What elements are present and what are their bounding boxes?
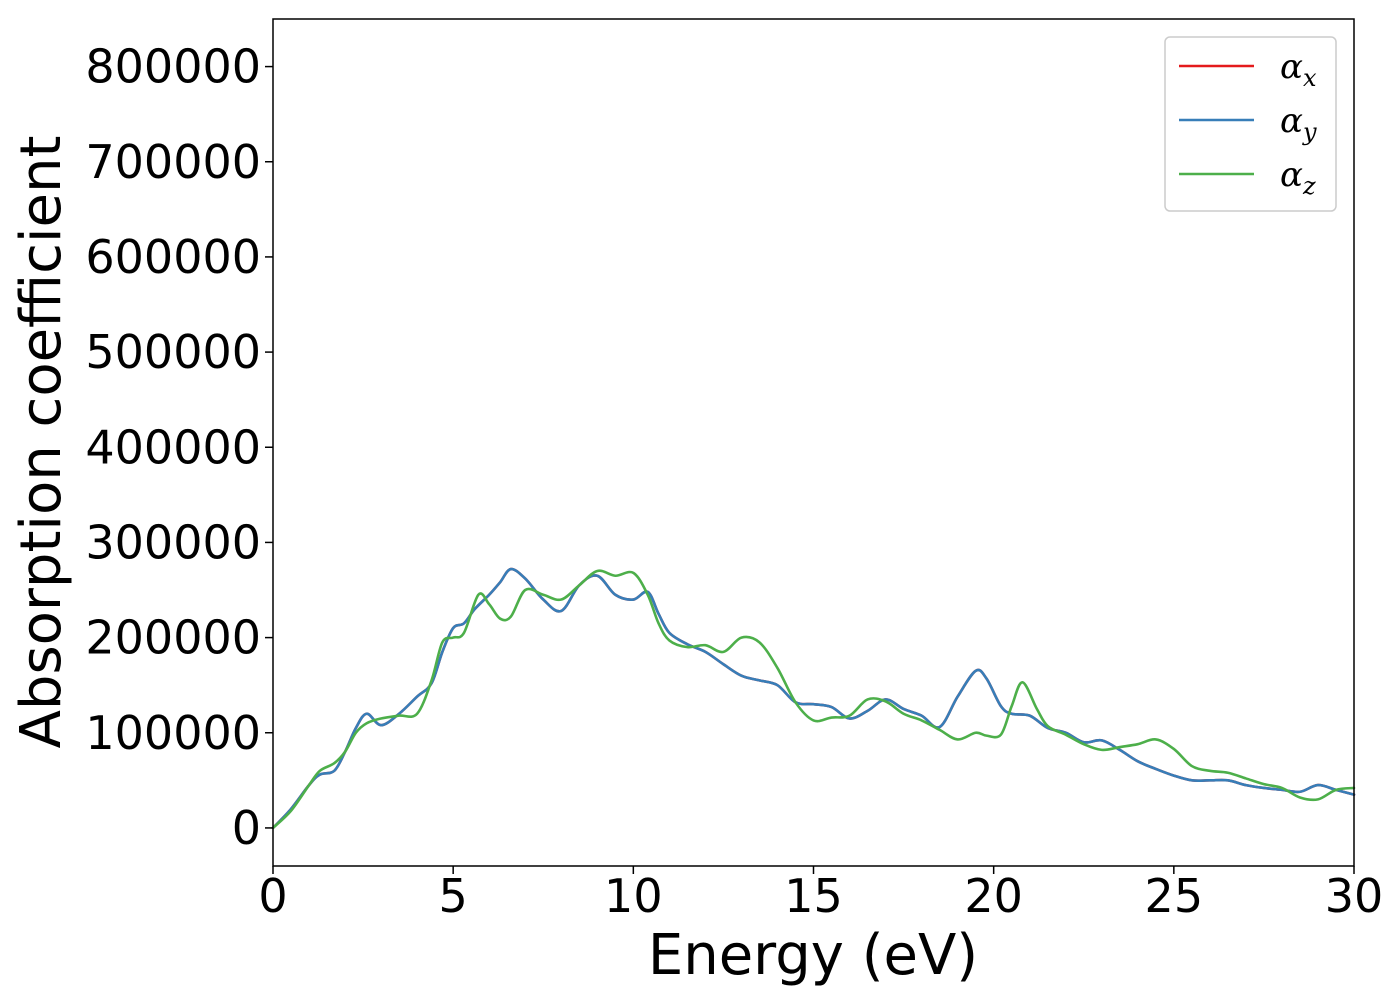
legend-label-x: αx xyxy=(1280,47,1317,92)
x-axis-ticks: 0 5 10 15 20 25 30 xyxy=(258,866,1383,923)
x-tick-label: 15 xyxy=(784,869,843,923)
y-axis-label: Absorption coefficient xyxy=(9,136,74,749)
x-tick-label: 5 xyxy=(439,869,468,923)
x-tick-label: 30 xyxy=(1325,869,1384,923)
y-tick-label: 400000 xyxy=(85,420,261,474)
x-tick-label: 25 xyxy=(1145,869,1204,923)
y-tick-label: 700000 xyxy=(85,135,261,189)
x-tick-label: 10 xyxy=(604,869,663,923)
y-axis-ticks: 0 100000 200000 300000 400000 500000 600000 700… xyxy=(85,40,273,855)
y-tick-label: 500000 xyxy=(85,325,261,379)
legend-label-z: αz xyxy=(1280,155,1316,200)
x-tick-label: 20 xyxy=(964,869,1023,923)
legend-box xyxy=(1164,36,1337,212)
legend-label-y: αy xyxy=(1280,101,1317,146)
x-axis-label: Energy (eV) xyxy=(648,923,978,988)
x-tick-label: 0 xyxy=(258,869,287,923)
y-tick-label: 800000 xyxy=(85,40,261,94)
plot-lines xyxy=(271,567,1356,830)
y-tick-label: 100000 xyxy=(85,706,261,760)
y-tick-label: 0 xyxy=(232,801,261,855)
series-line-z xyxy=(271,569,1356,830)
series-line-x xyxy=(271,567,1356,830)
y-tick-label: 600000 xyxy=(85,230,261,284)
y-tick-label: 200000 xyxy=(85,611,261,665)
legend: αx αy αz xyxy=(1164,36,1337,212)
series-line-y xyxy=(271,567,1356,830)
y-tick-label: 300000 xyxy=(85,515,261,569)
